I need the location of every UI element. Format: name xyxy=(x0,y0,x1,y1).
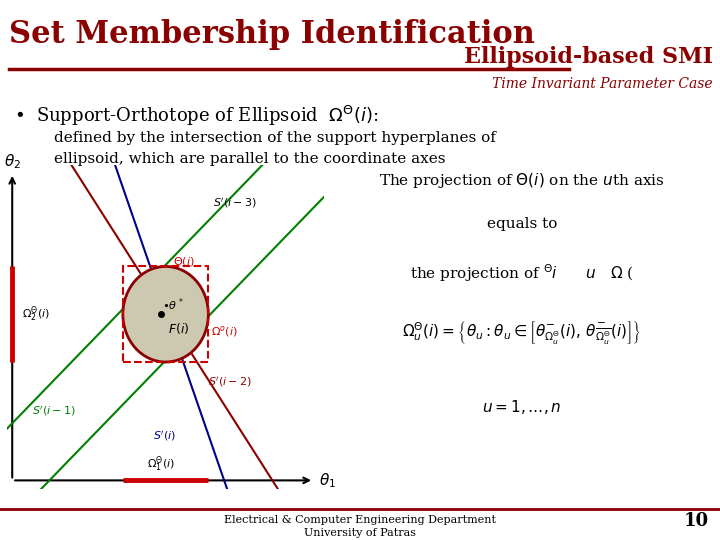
Text: $S'(i-1)$: $S'(i-1)$ xyxy=(32,404,76,418)
Text: $u=1,\ldots,n$: $u=1,\ldots,n$ xyxy=(482,398,562,416)
Text: $\Omega_1^{\Theta}(i)$: $\Omega_1^{\Theta}(i)$ xyxy=(147,455,174,474)
Text: the projection of $^{\Theta}i\quad\quad u\quad\Omega$ (: the projection of $^{\Theta}i\quad\quad … xyxy=(410,262,634,284)
Text: Set Membership Identification: Set Membership Identification xyxy=(9,19,536,50)
Text: The projection of $\Theta(i)$ on the $u$th axis: The projection of $\Theta(i)$ on the $u$… xyxy=(379,171,665,190)
Text: $\theta_2$: $\theta_2$ xyxy=(4,153,21,172)
Text: $\Theta(i)$: $\Theta(i)$ xyxy=(173,255,195,268)
Text: Electrical & Computer Engineering Department: Electrical & Computer Engineering Depart… xyxy=(224,515,496,525)
Text: $S'(i)$: $S'(i)$ xyxy=(153,429,176,443)
Text: $S'(i-2)$: $S'(i-2)$ xyxy=(208,375,252,389)
Text: $F(i)$: $F(i)$ xyxy=(168,321,189,336)
Text: defined by the intersection of the support hyperplanes of: defined by the intersection of the suppo… xyxy=(54,131,496,145)
Text: ellipsoid, which are parallel to the coordinate axes: ellipsoid, which are parallel to the coo… xyxy=(54,152,446,166)
Text: $S'(i-3)$: $S'(i-3)$ xyxy=(213,196,257,210)
Text: $\Omega_2^{\Theta}(i)$: $\Omega_2^{\Theta}(i)$ xyxy=(22,305,50,324)
Text: $\Omega_u^{\Theta}(i) = \left\{\theta_u : \theta_u \in \left[\theta_{\Omega_u^{\: $\Omega_u^{\Theta}(i) = \left\{\theta_u … xyxy=(402,320,642,347)
Text: $\theta_1$: $\theta_1$ xyxy=(319,471,336,490)
Text: University of Patras: University of Patras xyxy=(304,528,416,538)
Text: $\Omega^o(i)$: $\Omega^o(i)$ xyxy=(211,325,238,339)
Ellipse shape xyxy=(123,266,208,362)
Text: equals to: equals to xyxy=(487,217,557,231)
Text: $\bullet\theta^*$: $\bullet\theta^*$ xyxy=(161,296,184,313)
Text: Time Invariant Parameter Case: Time Invariant Parameter Case xyxy=(492,77,713,91)
Text: •  Support-Orthotope of Ellipsoid  $\Omega^{\Theta}(i)$:: • Support-Orthotope of Ellipsoid $\Omega… xyxy=(14,104,379,128)
Bar xyxy=(123,266,208,362)
Text: Ellipsoid-based SMI: Ellipsoid-based SMI xyxy=(464,46,713,68)
Text: 10: 10 xyxy=(684,512,709,530)
